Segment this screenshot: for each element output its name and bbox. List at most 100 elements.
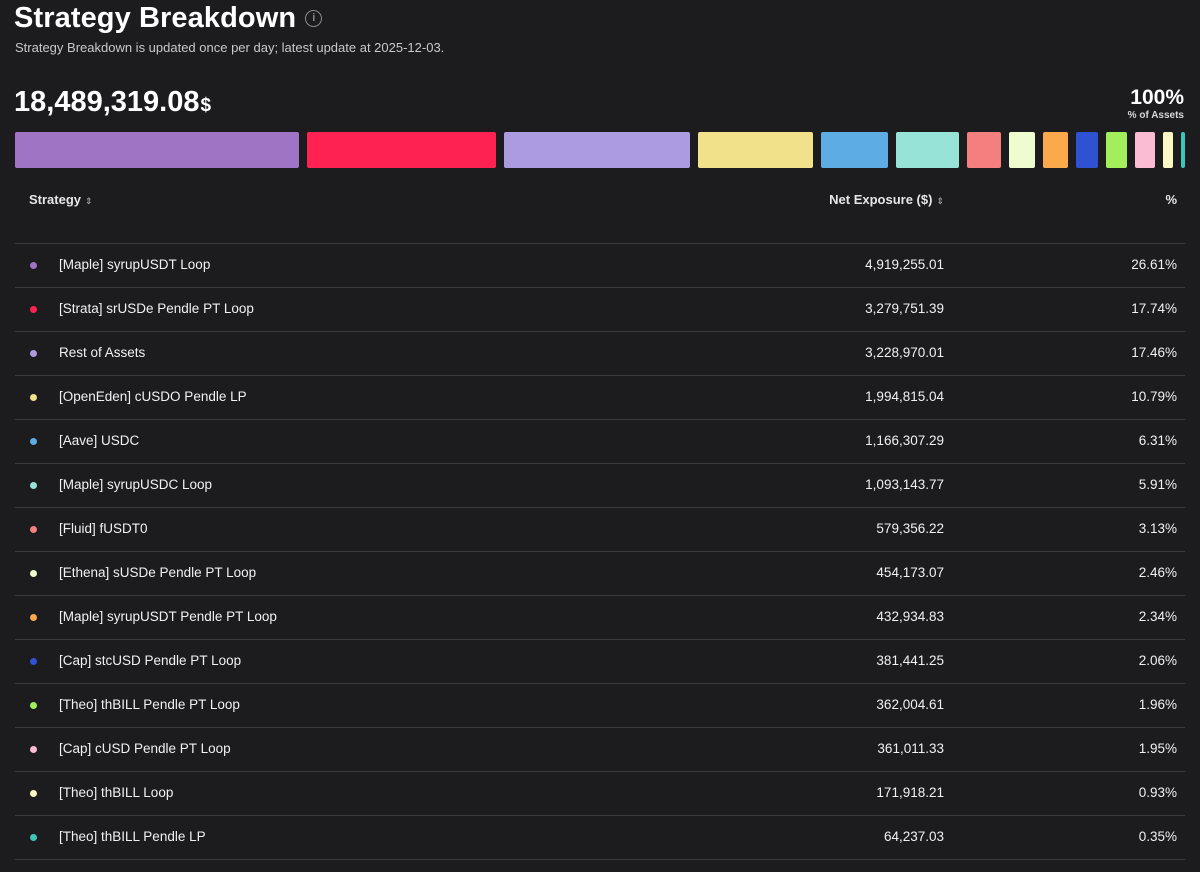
percent-value: 17.74% [1131,301,1177,316]
total-percent-label: % of Assets [1127,110,1184,121]
strategy-name: Rest of Assets [59,345,146,360]
net-exposure-value: 3,228,970.01 [865,345,944,360]
table-row[interactable]: [Maple] syrupUSDC Loop 1,093,143.77 5.91% [15,464,1185,508]
table-row[interactable]: [Fluid] fUSDT0 579,356.22 3.13% [15,508,1185,552]
color-dot-icon [30,350,37,357]
strategy-name: [Ethena] sUSDe Pendle PT Loop [59,565,257,580]
table-row[interactable]: [OpenEden] cUSDO Pendle LP 1,994,815.04 10… [15,376,1185,420]
allocation-segment[interactable] [1181,132,1185,168]
percent-value: 17.46% [1131,345,1177,360]
net-exposure-value: 381,441.25 [876,653,944,668]
percent-value: 10.79% [1131,389,1177,404]
percent-value: 0.93% [1138,785,1177,800]
color-dot-icon [30,570,37,577]
table-row[interactable]: [Aave] USDC 1,166,307.29 6.31% [15,420,1185,464]
net-exposure-value: 64,237.03 [883,829,944,844]
sort-icon[interactable]: ⇕ [85,196,93,206]
allocation-segment[interactable] [503,132,690,168]
net-exposure-value: 579,356.22 [876,521,944,536]
percent-value: 0.35% [1138,829,1177,844]
percent-value: 1.95% [1138,741,1177,756]
strategy-name: [OpenEden] cUSDO Pendle LP [59,389,247,404]
net-exposure-value: 362,004.61 [876,697,944,712]
currency-symbol: $ [200,95,212,116]
allocation-segment[interactable] [15,132,299,168]
strategy-name: [Theo] thBILL Pendle LP [59,829,206,844]
allocation-segment[interactable] [1042,132,1068,168]
allocation-bar [15,132,1185,168]
percent-value: 2.34% [1138,609,1177,624]
color-dot-icon [30,746,37,753]
table-row[interactable]: [Maple] syrupUSDT Pendle PT Loop 432,934.… [15,596,1185,640]
allocation-segment[interactable] [697,132,813,168]
page-title: Strategy Breakdown [14,1,297,34]
strategy-name: [Cap] stcUSD Pendle PT Loop [59,653,242,668]
percent-column-header: % [1165,192,1177,207]
percent-value: 3.13% [1138,521,1177,536]
total-value: 18,489,319.08 [14,86,200,118]
percent-value: 2.06% [1138,653,1177,668]
color-dot-icon [30,482,37,489]
table-row[interactable]: [Cap] cUSD Pendle PT Loop 361,011.33 1.95% [15,728,1185,772]
table-row[interactable]: [Theo] thBILL Pendle LP 64,237.03 0.35% [15,816,1185,860]
title-row: Strategy Breakdown i [14,0,323,36]
allocation-segment[interactable] [896,132,960,168]
sort-icon[interactable]: ⇕ [936,196,944,206]
color-dot-icon [30,702,37,709]
net-exposure-value: 1,093,143.77 [865,477,944,492]
table-header: Strategy ⇕ Net Exposure ($) ⇕ % [15,188,1185,212]
strategy-name: [Theo] thBILL Loop [59,785,174,800]
percent-value: 26.61% [1131,257,1177,272]
color-dot-icon [30,262,37,269]
strategy-name: [Theo] thBILL Pendle PT Loop [59,697,240,712]
net-exposure-value: 1,166,307.29 [865,433,944,448]
allocation-segment[interactable] [1163,132,1174,168]
total-percent-value: 100% [1130,86,1184,109]
allocation-segment[interactable] [1075,132,1098,168]
update-notice: Strategy Breakdown is updated once per d… [15,40,445,55]
table-row[interactable]: [Cap] stcUSD Pendle PT Loop 381,441.25 2.0… [15,640,1185,684]
percent-value: 1.96% [1138,697,1177,712]
strategy-name: [Strata] srUSDe Pendle PT Loop [59,301,254,316]
table-row[interactable]: [Strata] srUSDe Pendle PT Loop 3,279,751.… [15,288,1185,332]
allocation-segment[interactable] [967,132,1001,168]
net-exposure-column-label: Net Exposure ($) [829,192,933,207]
net-exposure-value: 171,918.21 [876,785,944,800]
strategy-name: [Maple] syrupUSDC Loop [59,477,213,492]
strategy-name: [Aave] USDC [59,433,140,448]
strategy-name: [Cap] cUSD Pendle PT Loop [59,741,231,756]
net-exposure-column-header[interactable]: Net Exposure ($) ⇕ [829,192,944,207]
color-dot-icon [30,658,37,665]
allocation-segment[interactable] [1134,132,1156,168]
info-icon[interactable]: i [305,9,323,27]
table-row[interactable]: [Theo] thBILL Pendle PT Loop 362,004.61 1.… [15,684,1185,728]
allocation-segment[interactable] [1105,132,1127,168]
strategy-name: [Fluid] fUSDT0 [59,521,148,536]
strategy-column-header[interactable]: Strategy ⇕ [29,192,93,207]
net-exposure-value: 454,173.07 [876,565,944,580]
color-dot-icon [30,306,37,313]
net-exposure-value: 361,011.33 [877,741,944,756]
percent-value: 6.31% [1138,433,1177,448]
net-exposure-value: 432,934.83 [876,609,944,624]
table-row[interactable]: [Maple] syrupUSDT Loop 4,919,255.01 26.61% [15,244,1185,288]
strategy-column-label: Strategy [29,192,82,207]
table-row[interactable]: Rest of Assets 3,228,970.01 17.46% [15,332,1185,376]
net-exposure-value: 3,279,751.39 [865,301,944,316]
allocation-segment[interactable] [1008,132,1035,168]
table-row[interactable]: [Ethena] sUSDe Pendle PT Loop 454,173.07 2… [15,552,1185,596]
color-dot-icon [30,394,37,401]
color-dot-icon [30,438,37,445]
percent-value: 5.91% [1138,477,1177,492]
allocation-segment[interactable] [820,132,889,168]
net-exposure-value: 4,919,255.01 [865,257,944,272]
color-dot-icon [30,614,37,621]
strategy-name: [Maple] syrupUSDT Pendle PT Loop [59,609,277,624]
color-dot-icon [30,834,37,841]
allocation-segment[interactable] [306,132,496,168]
total-percent: 100% % of Assets [1128,86,1184,122]
strategy-table: [Maple] syrupUSDT Loop 4,919,255.01 26.61%… [15,243,1185,860]
table-row[interactable]: [Theo] thBILL Loop 171,918.21 0.93% [15,772,1185,816]
strategy-name: [Maple] syrupUSDT Loop [59,257,211,272]
